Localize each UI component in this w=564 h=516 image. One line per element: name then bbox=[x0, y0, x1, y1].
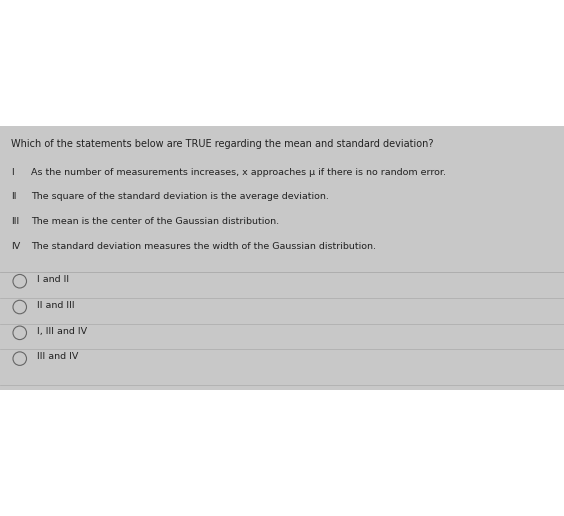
Text: The standard deviation measures the width of the Gaussian distribution.: The standard deviation measures the widt… bbox=[31, 242, 376, 251]
Text: I: I bbox=[11, 168, 14, 176]
Text: IV: IV bbox=[11, 242, 20, 251]
Text: The mean is the center of the Gaussian distribution.: The mean is the center of the Gaussian d… bbox=[31, 217, 279, 226]
Text: As the number of measurements increases, x approaches μ if there is no random er: As the number of measurements increases,… bbox=[31, 168, 446, 176]
Text: I, III and IV: I, III and IV bbox=[37, 327, 87, 335]
Text: II and III: II and III bbox=[37, 301, 74, 310]
Text: The square of the standard deviation is the average deviation.: The square of the standard deviation is … bbox=[31, 192, 329, 201]
Text: Which of the statements below are TRUE regarding the mean and standard deviation: Which of the statements below are TRUE r… bbox=[11, 139, 434, 149]
Text: III and IV: III and IV bbox=[37, 352, 78, 361]
Text: II: II bbox=[11, 192, 17, 201]
Text: III: III bbox=[11, 217, 20, 226]
Text: I and II: I and II bbox=[37, 275, 69, 284]
FancyBboxPatch shape bbox=[0, 126, 564, 390]
